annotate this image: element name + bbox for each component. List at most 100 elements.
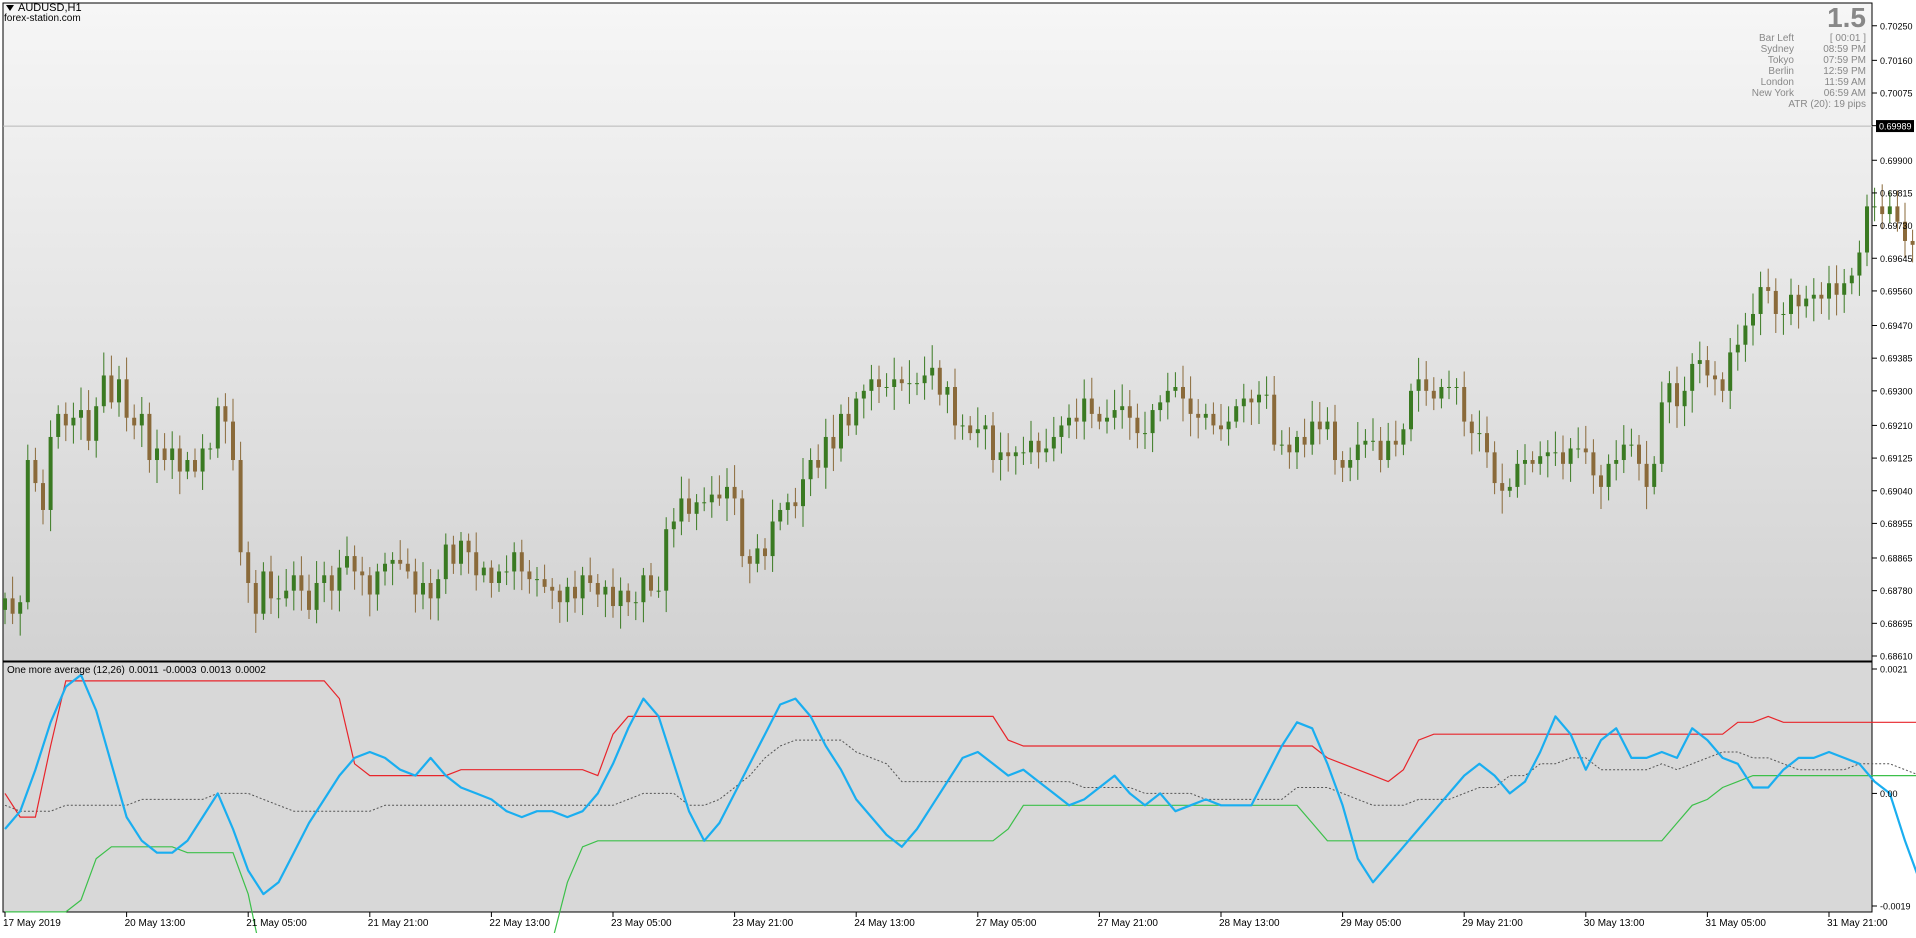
candle-body — [770, 521, 775, 557]
candle-body — [702, 502, 707, 504]
candle-body — [398, 559, 403, 564]
candle-body — [732, 486, 737, 499]
indicator-value: 0.0013 — [200, 665, 232, 676]
candle-body — [246, 552, 251, 583]
candle-body — [1880, 206, 1885, 215]
candle-body — [1507, 486, 1512, 491]
candle-body — [162, 448, 167, 461]
candle-body — [1371, 440, 1375, 442]
candle-body — [1766, 287, 1771, 291]
candle-body — [801, 479, 805, 507]
x-tick-label: 30 May 13:00 — [1584, 918, 1645, 929]
candle-body — [1667, 383, 1672, 403]
candle-body — [375, 571, 380, 595]
main-pane[interactable] — [2, 2, 1873, 662]
candle-body — [1477, 433, 1482, 435]
candle-body — [215, 406, 220, 449]
candle-body — [276, 598, 281, 600]
candle-body — [1188, 398, 1193, 414]
candle-body — [1295, 436, 1299, 453]
x-tick-label: 21 May 21:00 — [368, 918, 429, 929]
candle-body — [1485, 433, 1489, 453]
y-tick-label: 0.69815 — [1880, 188, 1913, 198]
session-info-panel: Bar Left [ 00:01 ] Sydney 08:59 PM Tokyo 07… — [1740, 33, 1866, 110]
candle-body — [1515, 463, 1520, 487]
candle-body — [1317, 421, 1322, 430]
candle-body — [3, 598, 7, 610]
candle-body — [512, 552, 517, 572]
candle-body — [1021, 452, 1026, 454]
x-tick-label: 17 May 2019 — [3, 918, 61, 929]
current-price-label: 0.69989 — [1879, 122, 1912, 132]
candle-body — [481, 567, 486, 576]
candle-body — [740, 498, 745, 557]
candle-body — [778, 509, 783, 522]
info-label: Bar Left — [1758, 33, 1794, 44]
candle-body — [1272, 394, 1277, 445]
candle-body — [421, 582, 425, 595]
candle-body — [345, 556, 349, 568]
candle-body — [1591, 452, 1596, 476]
candle-body — [1690, 363, 1695, 391]
candle-body — [261, 571, 266, 614]
y-tick-label: 0.69125 — [1880, 454, 1913, 464]
y-tick-label: 0.68865 — [1880, 554, 1913, 564]
candle-body — [71, 417, 76, 426]
candle-body — [1530, 460, 1535, 464]
candle-body — [1637, 444, 1641, 464]
candle-body — [383, 563, 387, 572]
candle-body — [1302, 436, 1307, 445]
candle-body — [1720, 379, 1725, 391]
x-tick-label: 31 May 21:00 — [1827, 918, 1888, 929]
candle-body — [322, 575, 327, 583]
y-tick-label: 0.70250 — [1880, 21, 1913, 31]
candle-body — [1652, 463, 1657, 487]
info-value: [ 00:01 ] — [1829, 33, 1866, 44]
candle-body — [1363, 440, 1368, 445]
candle-body — [390, 559, 395, 564]
candle-body — [1743, 325, 1748, 345]
y-tick-label: 0.68780 — [1880, 586, 1913, 596]
candle-body — [1606, 463, 1611, 487]
candle-body — [542, 579, 547, 587]
candle-body — [1751, 313, 1755, 326]
candle-body — [1553, 452, 1558, 454]
y-tick-label: 0.69300 — [1880, 386, 1913, 396]
candle-body — [307, 590, 311, 610]
candle-body — [170, 448, 175, 461]
candle-body — [124, 379, 129, 418]
candle-body — [231, 421, 235, 461]
candle-body — [823, 436, 828, 468]
indicator-pane[interactable] — [2, 661, 1873, 913]
info-value: 06:59 AM — [1823, 88, 1866, 99]
candle-body — [63, 413, 68, 426]
candle-body — [527, 571, 532, 580]
candle-body — [1143, 433, 1147, 435]
indicator-value: 0.0011 — [128, 665, 159, 676]
candle-body — [208, 448, 213, 450]
candle-body — [443, 544, 448, 580]
candle-body — [193, 460, 197, 472]
candle-body — [284, 590, 289, 599]
y-tick-label: 0.69040 — [1880, 486, 1913, 496]
candle-body — [1697, 360, 1702, 364]
info-label: Berlin — [1768, 66, 1794, 77]
y-tick-label: 0.69645 — [1880, 254, 1913, 264]
x-tick-label: 29 May 05:00 — [1341, 918, 1402, 929]
x-tick-label: 29 May 21:00 — [1462, 918, 1523, 929]
candle-body — [10, 598, 15, 614]
dropdown-arrow-icon[interactable] — [6, 5, 14, 11]
candle-body — [489, 567, 494, 583]
candle-body — [633, 602, 638, 604]
candle-body — [1789, 294, 1793, 314]
ind-y-tick-label: 0.0021 — [1880, 665, 1908, 675]
candle-body — [1561, 452, 1565, 464]
candle-body — [1196, 413, 1201, 418]
indicator-value: 0.0002 — [235, 665, 266, 676]
y-tick-label: 0.69210 — [1880, 421, 1913, 431]
candle-body — [930, 367, 935, 376]
candle-body — [1659, 402, 1664, 464]
candle-body — [314, 582, 319, 610]
candle-body — [626, 590, 631, 603]
